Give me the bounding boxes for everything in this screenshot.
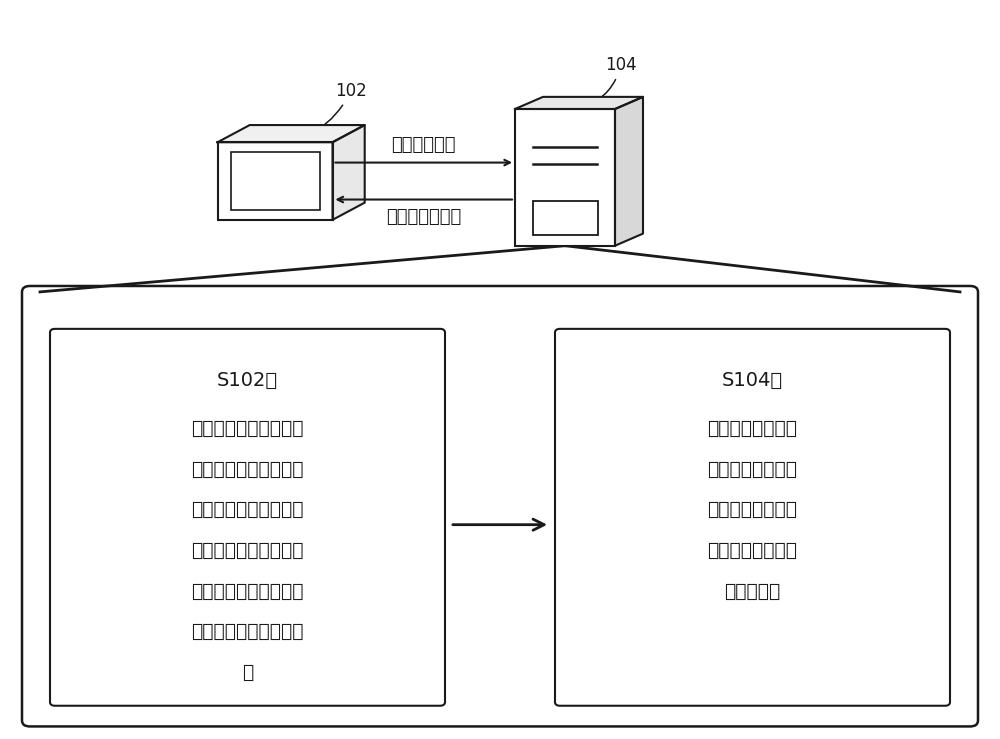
Text: S102，: S102，: [217, 371, 278, 390]
Text: 过障碍物，其中，: 过障碍物，其中，: [708, 500, 798, 520]
Bar: [532, 200, 598, 235]
Text: 在机器人的车体与障碍: 在机器人的车体与障碍: [191, 419, 304, 438]
Text: 阈值的情况下，扫描车: 阈值的情况下，扫描车: [191, 500, 304, 520]
Text: ，按照预设规则通: ，按照预设规则通: [708, 460, 798, 479]
Text: 三维环境信息: 三维环境信息: [391, 136, 456, 154]
Bar: [218, 142, 332, 219]
FancyBboxPatch shape: [555, 329, 950, 706]
FancyBboxPatch shape: [50, 329, 445, 706]
Text: 通过障碍物方案: 通过障碍物方案: [386, 208, 461, 226]
Text: S104，: S104，: [722, 371, 783, 390]
Polygon shape: [615, 97, 643, 245]
Polygon shape: [218, 125, 365, 142]
Text: 体前方的三维环境信息: 体前方的三维环境信息: [191, 541, 304, 560]
Text: 102: 102: [263, 82, 367, 141]
Bar: [515, 109, 615, 245]
Bar: [231, 152, 320, 210]
Text: 根据三维环境信息: 根据三维环境信息: [708, 419, 798, 438]
Text: 物之间的距离小于预设: 物之间的距离小于预设: [191, 460, 304, 479]
Text: ，其中，三维环境信息: ，其中，三维环境信息: [191, 582, 304, 601]
Polygon shape: [515, 97, 643, 109]
Text: 息: 息: [242, 663, 253, 682]
Polygon shape: [332, 125, 365, 219]
FancyBboxPatch shape: [22, 286, 978, 726]
Text: 预设规则与障碍物: 预设规则与障碍物: [708, 541, 798, 560]
Text: 的高度相关: 的高度相关: [724, 582, 781, 601]
Text: 104: 104: [573, 56, 637, 109]
Text: 包括：障碍物的高度信: 包括：障碍物的高度信: [191, 622, 304, 641]
